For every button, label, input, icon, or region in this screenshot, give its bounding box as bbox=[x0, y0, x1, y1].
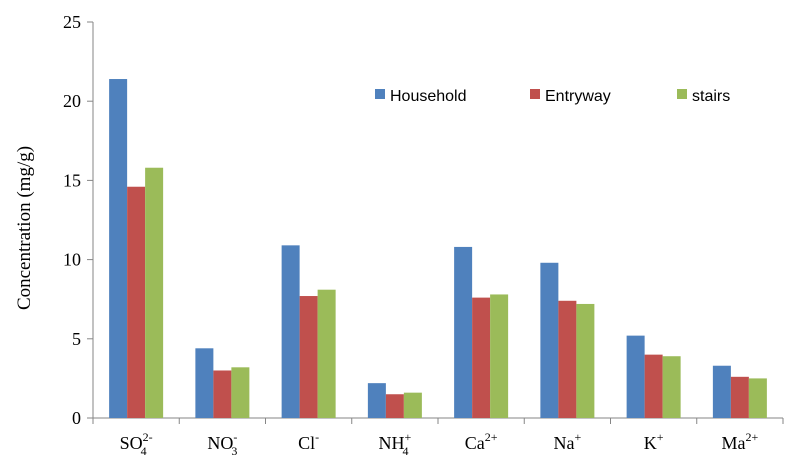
y-tick-label: 25 bbox=[63, 12, 81, 32]
bar-stairs bbox=[576, 303, 595, 418]
x-tick-label-base: Cl bbox=[298, 433, 315, 453]
x-tick-label: K+ bbox=[644, 430, 664, 453]
x-tick-label-base: SO bbox=[120, 433, 143, 453]
bar-entryway bbox=[299, 296, 318, 418]
bar-entryway bbox=[213, 370, 232, 418]
bar-household bbox=[367, 383, 386, 418]
x-tick-label-charge: + bbox=[574, 430, 581, 444]
x-tick-label: NO-3 bbox=[207, 430, 237, 458]
x-tick-label-base: Ca bbox=[465, 433, 485, 453]
x-tick-label-subscript: 3 bbox=[231, 444, 237, 458]
legend-swatch bbox=[530, 89, 540, 99]
bar-entryway bbox=[644, 354, 663, 418]
y-tick-label: 20 bbox=[63, 91, 81, 111]
y-axis: 0 5 10 15 20 25 bbox=[63, 12, 94, 428]
x-tick-label: Ca2+ bbox=[465, 430, 498, 453]
x-axis: SO2-4 NO-3 Cl- NH+ 4 Ca2+ Na+ K+ Ma2+ bbox=[92, 417, 784, 458]
bar-household bbox=[540, 262, 559, 418]
x-tick-label-charge: 2+ bbox=[745, 430, 758, 444]
y-tick-label: 15 bbox=[63, 170, 81, 190]
y-tick-label: 0 bbox=[72, 408, 81, 428]
x-tick-label: Ma2+ bbox=[721, 430, 758, 453]
y-tick-label: 5 bbox=[72, 329, 81, 349]
x-tick-label-base: NO bbox=[207, 433, 233, 453]
x-tick-label-charge: - bbox=[315, 430, 319, 444]
x-tick-label-charge: + bbox=[404, 430, 411, 444]
bars bbox=[109, 79, 767, 419]
x-tick-label-base: NH bbox=[378, 433, 404, 453]
bar-entryway bbox=[127, 186, 146, 418]
legend-swatch bbox=[375, 89, 385, 99]
legend-label: Household bbox=[390, 88, 467, 105]
bar-stairs bbox=[403, 392, 422, 418]
bar-stairs bbox=[748, 378, 767, 418]
bar-stairs bbox=[490, 294, 509, 418]
bar-stairs bbox=[145, 167, 164, 418]
x-tick-label-subscript: 4 bbox=[141, 444, 147, 458]
bar-stairs bbox=[662, 356, 681, 418]
x-tick-label-subscript: 4 bbox=[402, 444, 408, 458]
bar-household bbox=[626, 335, 645, 418]
legend-label: stairs bbox=[692, 88, 730, 105]
x-tick-label: NH+ 4 bbox=[378, 430, 411, 458]
legend-label: Entryway bbox=[545, 88, 611, 105]
x-tick-label-base: K bbox=[644, 433, 657, 453]
bar-entryway bbox=[472, 297, 491, 418]
legend: Household Entryway stairs bbox=[375, 88, 730, 105]
bar-household bbox=[195, 348, 214, 418]
x-tick-label-charge: 2- bbox=[143, 430, 153, 444]
x-tick-label-base: Na bbox=[553, 433, 574, 453]
bar-entryway bbox=[385, 394, 404, 418]
x-tick-label: Cl- bbox=[298, 430, 319, 453]
x-tick-label-charge: - bbox=[233, 430, 237, 444]
y-axis-title: Concentration (mg/g) bbox=[14, 146, 35, 310]
bar-stairs bbox=[231, 367, 250, 418]
bar-household bbox=[454, 246, 473, 418]
bar-household bbox=[109, 79, 128, 419]
legend-swatch bbox=[677, 89, 687, 99]
bar-household bbox=[712, 365, 731, 418]
x-tick-label-charge: + bbox=[657, 430, 664, 444]
y-tick-label: 10 bbox=[63, 250, 81, 270]
bar-entryway bbox=[558, 300, 577, 418]
bar-stairs bbox=[317, 289, 336, 418]
bar-household bbox=[281, 245, 300, 418]
x-tick-label: SO2-4 bbox=[120, 430, 153, 458]
x-tick-label-charge: 2+ bbox=[485, 430, 498, 444]
x-tick-label-base: Ma bbox=[721, 433, 745, 453]
x-tick-label: Na+ bbox=[553, 430, 581, 453]
bar-entryway bbox=[730, 376, 749, 418]
